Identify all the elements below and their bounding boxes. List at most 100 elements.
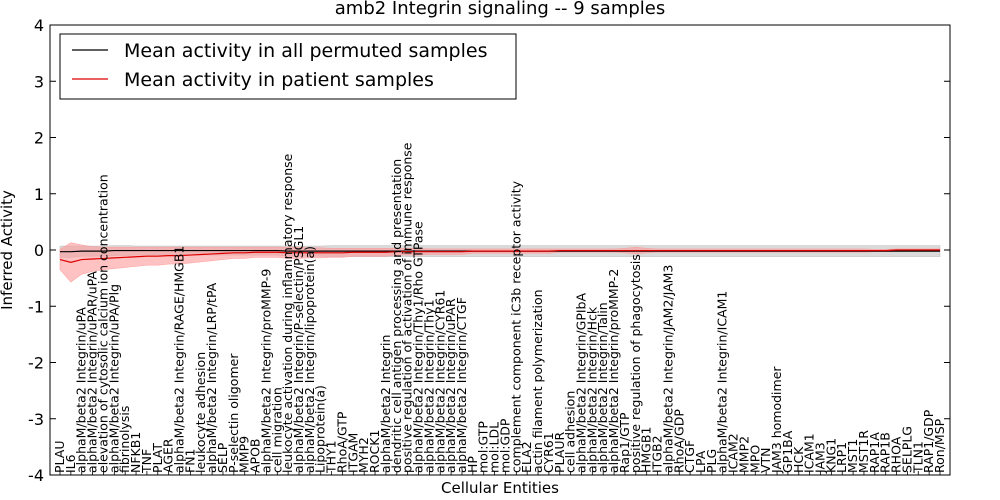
category-label: APOB (248, 438, 263, 473)
category-label: cell adhesion (563, 391, 578, 473)
category-label: leukocyte adhesion (193, 352, 208, 473)
category-label: PLG (704, 449, 719, 473)
category-label: mol:GDP (497, 418, 512, 473)
category-label: LRP1 (834, 442, 849, 473)
category-label: alphaM/beta2 Integrin/Hck (584, 306, 599, 473)
chart-title: amb2 Integrin signaling -- 9 samples (335, 0, 665, 19)
category-label: RAP1B (878, 432, 893, 473)
category-label: RAP1A (867, 432, 882, 473)
category-label: HMGB1 (639, 427, 654, 473)
category-label: NFKB1 (128, 432, 143, 473)
legend: Mean activity in all permuted samples Mea… (59, 33, 517, 100)
category-label: alphaM/beta2 Integrin/P-selectin/PSGL1 (291, 226, 306, 473)
y-tick-label: -1 (28, 297, 44, 316)
category-label: RHOA (889, 436, 904, 473)
legend-entry: Mean activity in patient samples (124, 69, 434, 91)
category-label: alphaM/beta2 Integrin/uPA/Plg (106, 284, 121, 473)
category-label: alphaM/beta2 Integrin/CYR61 (432, 290, 447, 473)
category-label: complement component iC3b receptor activ… (508, 180, 523, 473)
category-label: CYR61 (541, 432, 556, 473)
category-label: cell migration (269, 387, 284, 473)
legend-entry: Mean activity in all permuted samples (124, 40, 487, 62)
category-label: JAM3 (812, 442, 827, 474)
category-label: JAM3 homodimer (769, 366, 784, 474)
series-band-1 (59, 242, 941, 283)
category-label: alphaM/beta2 Integrin/GPIbA (573, 293, 588, 473)
category-label: alphaM/beta2 Integrin/LRP/tPA (204, 282, 219, 473)
y-tick-label: 4 (34, 16, 44, 35)
category-label: TLN1 (910, 441, 925, 474)
category-label: RAP1/GDP (921, 409, 936, 473)
y-axis-label: Inferred Activity (0, 190, 16, 310)
category-label: FN1 (182, 449, 197, 474)
category-label: MYH2 (356, 437, 371, 473)
y-tick-label: -2 (28, 354, 44, 373)
category-label: alphaM/beta2 Integrin/ICAM1 (715, 291, 730, 473)
category-label: mol:GTP (476, 421, 491, 473)
x-axis-label: Cellular Entities (441, 479, 559, 497)
category-label: P-selectin oligomer (226, 353, 241, 473)
legend-box (59, 33, 517, 100)
category-label: alphaM/beta2 Integrin/Thy1 (421, 299, 436, 473)
category-label: fibrinolysis (117, 406, 132, 473)
category-label: PLAU (52, 441, 67, 474)
category-label: alphaM/beta2 Integrin/CTGF (454, 297, 469, 473)
category-label: Ron/MSP (932, 418, 947, 473)
category-label: alphaM/beta2 Integrin/uPAR/uPA (85, 271, 100, 473)
category-label: leukocyte activation during inflammatory… (280, 153, 295, 473)
category-label: Lipoprotein(a) (313, 385, 328, 473)
category-label: CTGF (682, 440, 697, 473)
category-label: alphaM/beta2 Integrin/Thy1/Rho GTPase (411, 221, 426, 473)
category-label: ITGB2 (650, 435, 665, 473)
category-label: positive regulation of phagocytosis (628, 254, 643, 473)
category-label: dendritic cell antigen processing and pr… (389, 159, 404, 473)
plot-area (59, 242, 941, 283)
category-label: elevation of cytosolic calcium ion conce… (95, 174, 110, 473)
category-label: actin filament polymerization (530, 289, 545, 473)
y-tick-label: -4 (28, 466, 44, 485)
category-label: ITGAM (345, 433, 360, 473)
category-label: LPA (693, 450, 708, 473)
category-label: VTN (758, 447, 773, 473)
y-tick-label: 3 (34, 72, 44, 91)
category-label: SELPLG (899, 426, 914, 473)
category-label: SELP (215, 442, 230, 473)
category-label: alphaM/beta2 Integrin/proMMP-9 (258, 269, 273, 473)
category-label: MMP9 (237, 436, 252, 473)
category-label: KNG1 (823, 438, 838, 473)
category-label: alphaM/beta2 Integrin/Talin (595, 302, 610, 473)
category-label: MST1 (845, 439, 860, 473)
category-label: HCK (791, 446, 806, 473)
y-tick-label: 0 (34, 241, 44, 260)
category-label: MPO (747, 445, 762, 473)
category-label: alphaM/beta2 Integrin/RAGE/HMGB1 (172, 246, 187, 473)
category-label: PLAT (150, 443, 165, 473)
y-tick-label: -3 (28, 410, 44, 429)
category-label: GP1BA (780, 430, 795, 473)
category-label: TNF (139, 449, 154, 474)
category-label: PLAUR (552, 432, 567, 473)
category-label: alphaM/beta2 Integrin (378, 335, 393, 473)
category-label: ICAM2 (726, 433, 741, 473)
category-label: alphaM/beta2 Integrin/lipoprotein(a) (302, 246, 317, 473)
category-label: ICAM1 (802, 433, 817, 473)
series-line-1 (59, 249, 940, 263)
category-label: ELA2 (519, 441, 534, 473)
category-label: IL6 (63, 454, 78, 473)
category-label: Rap1/GTP (617, 412, 632, 473)
category-label: mol:LDL (487, 422, 502, 473)
category-label: MST1R (856, 430, 871, 473)
category-label: alphaM/beta2 Integrin/proMMP-2 (606, 269, 621, 473)
y-axis-ticks: -4 -3 -2 -1 0 1 2 3 4 (28, 16, 950, 485)
category-label: HP (465, 456, 480, 473)
category-label: alphaM/beta2 Integrin/JAM2/JAM3 (660, 265, 675, 473)
plot-frame (49, 24, 951, 476)
category-label: AGER (161, 438, 176, 473)
category-label: RhoA/GDP (671, 409, 686, 473)
category-label: ROCK1 (367, 430, 382, 473)
category-label: MMP2 (736, 436, 751, 473)
category-label: alphaM/beta2 Integrin/uPAR (443, 298, 458, 473)
category-label: positive regulation of activation of imm… (400, 142, 415, 473)
